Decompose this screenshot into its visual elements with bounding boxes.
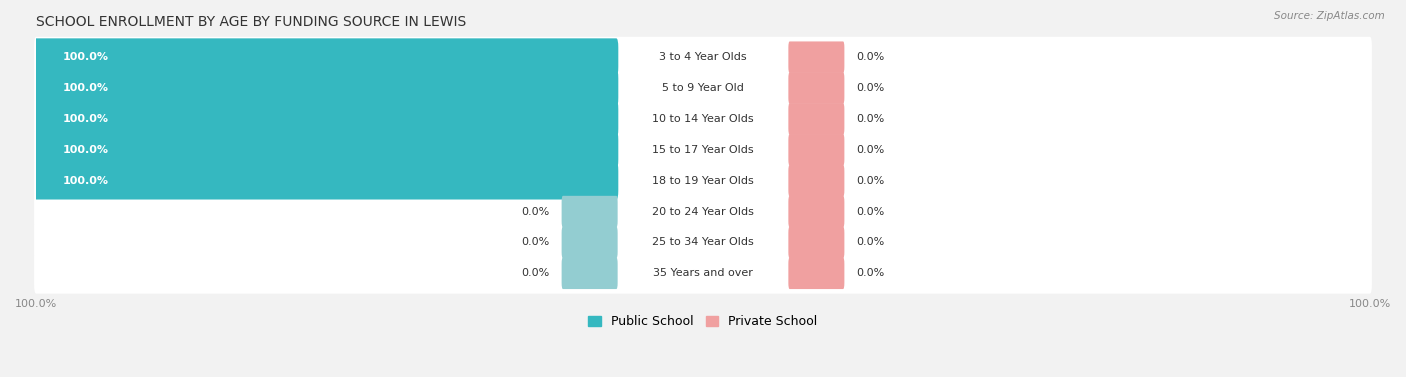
FancyBboxPatch shape bbox=[34, 69, 619, 107]
FancyBboxPatch shape bbox=[34, 253, 1372, 294]
FancyBboxPatch shape bbox=[34, 100, 619, 138]
Text: 5 to 9 Year Old: 5 to 9 Year Old bbox=[662, 83, 744, 93]
Text: 15 to 17 Year Olds: 15 to 17 Year Olds bbox=[652, 145, 754, 155]
FancyBboxPatch shape bbox=[561, 227, 617, 258]
Text: 0.0%: 0.0% bbox=[522, 268, 550, 278]
Text: 100.0%: 100.0% bbox=[63, 83, 108, 93]
Text: 0.0%: 0.0% bbox=[856, 52, 884, 62]
Text: 10 to 14 Year Olds: 10 to 14 Year Olds bbox=[652, 114, 754, 124]
Text: 18 to 19 Year Olds: 18 to 19 Year Olds bbox=[652, 176, 754, 186]
Text: SCHOOL ENROLLMENT BY AGE BY FUNDING SOURCE IN LEWIS: SCHOOL ENROLLMENT BY AGE BY FUNDING SOUR… bbox=[37, 15, 467, 29]
FancyBboxPatch shape bbox=[789, 41, 845, 73]
FancyBboxPatch shape bbox=[789, 103, 845, 135]
Text: 0.0%: 0.0% bbox=[522, 238, 550, 247]
FancyBboxPatch shape bbox=[789, 257, 845, 289]
FancyBboxPatch shape bbox=[34, 191, 1372, 232]
FancyBboxPatch shape bbox=[34, 38, 619, 76]
Text: 0.0%: 0.0% bbox=[856, 268, 884, 278]
Text: 0.0%: 0.0% bbox=[856, 176, 884, 186]
FancyBboxPatch shape bbox=[34, 98, 1372, 139]
Text: Source: ZipAtlas.com: Source: ZipAtlas.com bbox=[1274, 11, 1385, 21]
Text: 0.0%: 0.0% bbox=[856, 238, 884, 247]
FancyBboxPatch shape bbox=[34, 37, 1372, 78]
FancyBboxPatch shape bbox=[789, 165, 845, 196]
FancyBboxPatch shape bbox=[34, 222, 1372, 263]
Text: 0.0%: 0.0% bbox=[856, 145, 884, 155]
Text: 100.0%: 100.0% bbox=[63, 145, 108, 155]
FancyBboxPatch shape bbox=[34, 68, 1372, 109]
FancyBboxPatch shape bbox=[561, 257, 617, 289]
FancyBboxPatch shape bbox=[789, 196, 845, 227]
Text: 0.0%: 0.0% bbox=[522, 207, 550, 216]
FancyBboxPatch shape bbox=[34, 129, 1372, 170]
Text: 100.0%: 100.0% bbox=[63, 114, 108, 124]
Text: 100.0%: 100.0% bbox=[63, 176, 108, 186]
FancyBboxPatch shape bbox=[789, 72, 845, 104]
Legend: Public School, Private School: Public School, Private School bbox=[583, 310, 823, 333]
FancyBboxPatch shape bbox=[34, 160, 1372, 201]
Text: 0.0%: 0.0% bbox=[856, 83, 884, 93]
Text: 100.0%: 100.0% bbox=[63, 52, 108, 62]
Text: 25 to 34 Year Olds: 25 to 34 Year Olds bbox=[652, 238, 754, 247]
FancyBboxPatch shape bbox=[561, 196, 617, 227]
FancyBboxPatch shape bbox=[34, 162, 619, 199]
FancyBboxPatch shape bbox=[34, 131, 619, 169]
Text: 0.0%: 0.0% bbox=[856, 207, 884, 216]
FancyBboxPatch shape bbox=[789, 227, 845, 258]
Text: 0.0%: 0.0% bbox=[856, 114, 884, 124]
Text: 35 Years and over: 35 Years and over bbox=[652, 268, 754, 278]
Text: 20 to 24 Year Olds: 20 to 24 Year Olds bbox=[652, 207, 754, 216]
FancyBboxPatch shape bbox=[789, 134, 845, 166]
Text: 3 to 4 Year Olds: 3 to 4 Year Olds bbox=[659, 52, 747, 62]
